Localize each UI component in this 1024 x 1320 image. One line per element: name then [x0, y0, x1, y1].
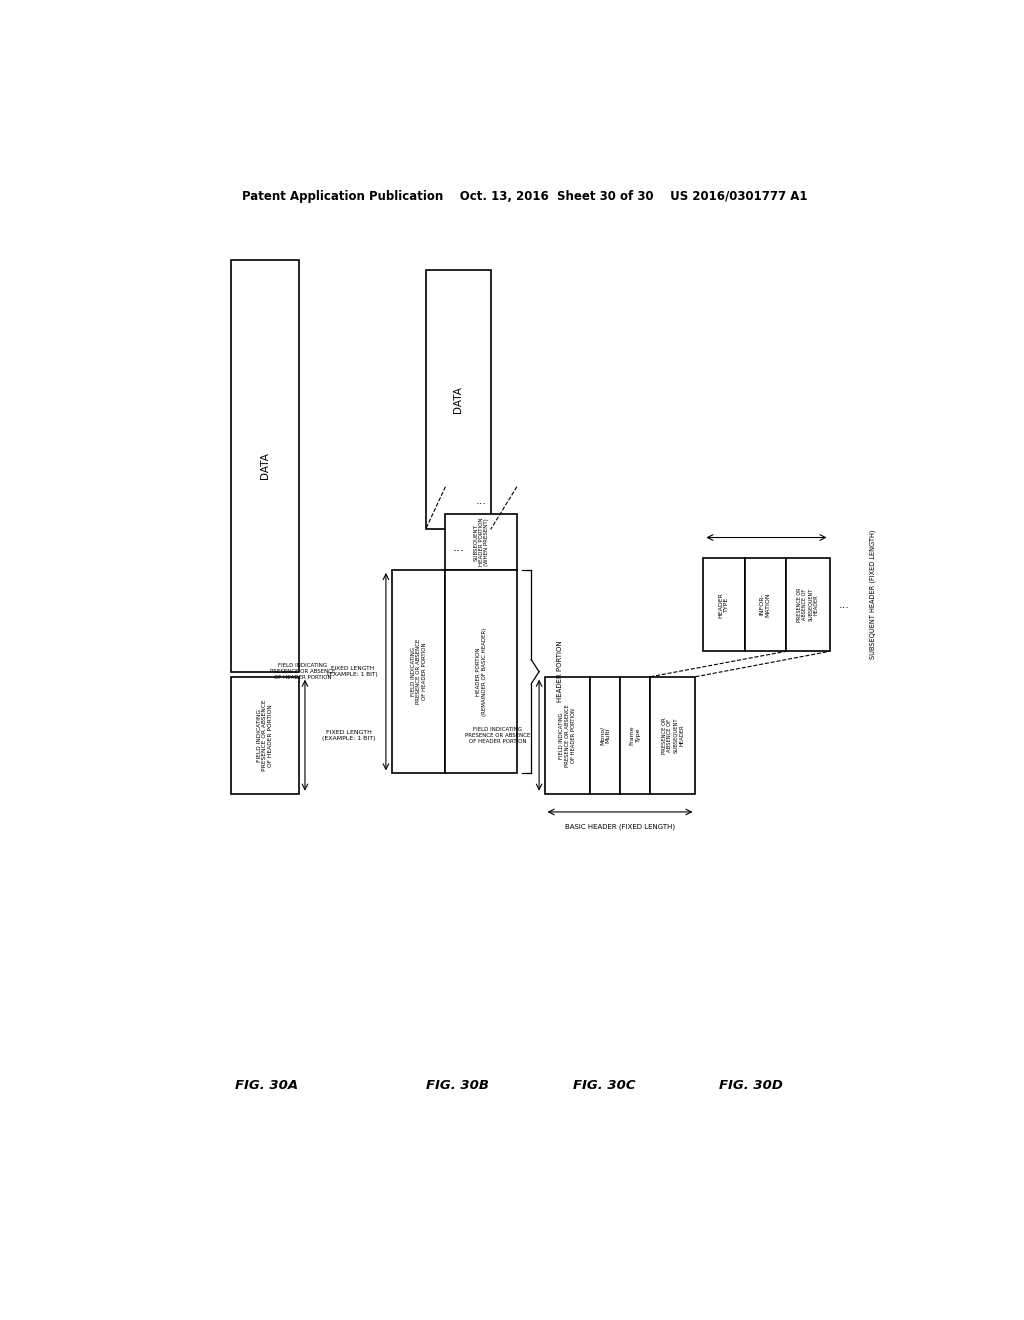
Text: DATA: DATA — [454, 387, 463, 413]
Text: HEADER PORTION: HEADER PORTION — [557, 642, 563, 702]
Text: INFOR-
MATION: INFOR- MATION — [760, 593, 771, 616]
Text: Patent Application Publication    Oct. 13, 2016  Sheet 30 of 30    US 2016/03017: Patent Application Publication Oct. 13, … — [242, 190, 808, 202]
FancyBboxPatch shape — [231, 677, 299, 793]
FancyBboxPatch shape — [445, 570, 517, 774]
FancyBboxPatch shape — [545, 677, 590, 793]
FancyBboxPatch shape — [392, 570, 445, 774]
Text: SUBSEQUENT HEADER (FIXED LENGTH): SUBSEQUENT HEADER (FIXED LENGTH) — [870, 529, 877, 659]
Text: FIELD INDICATING
PRESENCE OR ABSENCE
OF HEADER PORTION: FIELD INDICATING PRESENCE OR ABSENCE OF … — [257, 700, 273, 771]
FancyBboxPatch shape — [744, 558, 785, 651]
Text: PRESENCE OR
ABSENCE OF
SUBSEQUENT
HEADER: PRESENCE OR ABSENCE OF SUBSEQUENT HEADER — [662, 717, 684, 754]
FancyBboxPatch shape — [445, 515, 517, 570]
Text: FIELD INDICATING
PRESENCE OR ABSENCE
OF HEADER PORTION: FIELD INDICATING PRESENCE OR ABSENCE OF … — [411, 639, 427, 705]
Text: FIELD INDICATING
PRESENCE OR ABSENCE
OF HEADER PORTION: FIELD INDICATING PRESENCE OR ABSENCE OF … — [270, 664, 335, 680]
Text: DATA: DATA — [260, 453, 270, 479]
Text: HEADER PORTION
(REMAINDER OF BASIC HEADER): HEADER PORTION (REMAINDER OF BASIC HEADE… — [476, 627, 486, 715]
FancyBboxPatch shape — [426, 271, 490, 529]
Text: FIG. 30A: FIG. 30A — [236, 1078, 298, 1092]
Text: BASIC HEADER (FIXED LENGTH): BASIC HEADER (FIXED LENGTH) — [565, 824, 675, 830]
Text: FIG. 30B: FIG. 30B — [426, 1078, 488, 1092]
FancyBboxPatch shape — [590, 677, 621, 793]
Text: HEADER
TYPE: HEADER TYPE — [719, 591, 729, 618]
Text: Mono/
Multi: Mono/ Multi — [600, 726, 610, 744]
Text: FIG. 30D: FIG. 30D — [719, 1078, 783, 1092]
Text: Frame
Type: Frame Type — [630, 726, 640, 744]
FancyBboxPatch shape — [785, 558, 829, 651]
Text: FIXED LENGTH
(EXAMPLE: 1 BIT): FIXED LENGTH (EXAMPLE: 1 BIT) — [328, 667, 378, 677]
FancyBboxPatch shape — [703, 558, 744, 651]
FancyBboxPatch shape — [650, 677, 695, 793]
FancyBboxPatch shape — [231, 260, 299, 672]
Text: ...: ... — [453, 541, 464, 554]
FancyBboxPatch shape — [621, 677, 650, 793]
Text: ...: ... — [476, 496, 486, 506]
Text: FIG. 30C: FIG. 30C — [572, 1078, 636, 1092]
Text: FIXED LENGTH
(EXAMPLE: 1 BIT): FIXED LENGTH (EXAMPLE: 1 BIT) — [322, 730, 376, 741]
Text: FIELD INDICATING
PRESENCE OR ABSENCE
OF HEADER PORTION: FIELD INDICATING PRESENCE OR ABSENCE OF … — [559, 704, 575, 767]
Text: SUBSEQUENT
HEADER PORTION
(WHEN PRESENT): SUBSEQUENT HEADER PORTION (WHEN PRESENT) — [473, 517, 489, 566]
Text: ...: ... — [839, 599, 850, 610]
Text: FIELD INDICATING
PRESENCE OR ABSENCE
OF HEADER PORTION: FIELD INDICATING PRESENCE OR ABSENCE OF … — [465, 727, 530, 743]
Text: PRESENCE OR
ABSENCE OF
SUBSEQUENT
HEADER: PRESENCE OR ABSENCE OF SUBSEQUENT HEADER — [797, 587, 819, 622]
